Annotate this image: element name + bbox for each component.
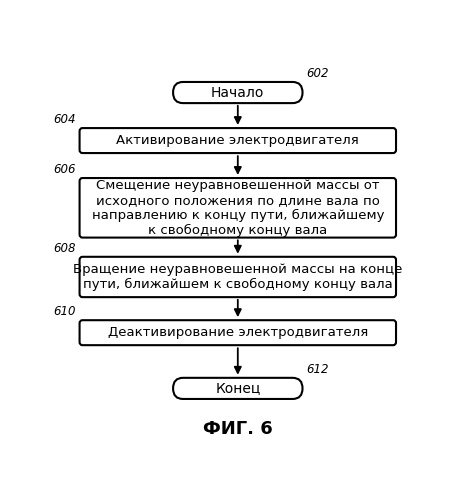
FancyBboxPatch shape xyxy=(80,320,395,345)
Text: Смещение неуравновешенной массы от
исходного положения по длине вала по
направле: Смещение неуравновешенной массы от исход… xyxy=(91,179,383,237)
Text: Вращение неуравновешенной массы на конце
пути, ближайшем к свободному концу вала: Вращение неуравновешенной массы на конце… xyxy=(73,263,401,291)
Text: ФИГ. 6: ФИГ. 6 xyxy=(202,420,272,438)
FancyBboxPatch shape xyxy=(80,128,395,153)
Text: 608: 608 xyxy=(53,242,76,255)
Text: 610: 610 xyxy=(53,305,76,318)
FancyBboxPatch shape xyxy=(80,178,395,238)
Text: Активирование электродвигателя: Активирование электродвигателя xyxy=(116,134,358,147)
Text: Конец: Конец xyxy=(215,381,260,395)
Text: 602: 602 xyxy=(306,67,328,80)
Text: Деактивирование электродвигателя: Деактивирование электродвигателя xyxy=(107,326,367,339)
FancyBboxPatch shape xyxy=(173,82,302,103)
Text: 612: 612 xyxy=(306,363,328,376)
FancyBboxPatch shape xyxy=(80,257,395,297)
Text: 604: 604 xyxy=(53,113,76,126)
FancyBboxPatch shape xyxy=(173,378,302,399)
Text: 606: 606 xyxy=(53,163,76,176)
Text: Начало: Начало xyxy=(211,85,264,99)
